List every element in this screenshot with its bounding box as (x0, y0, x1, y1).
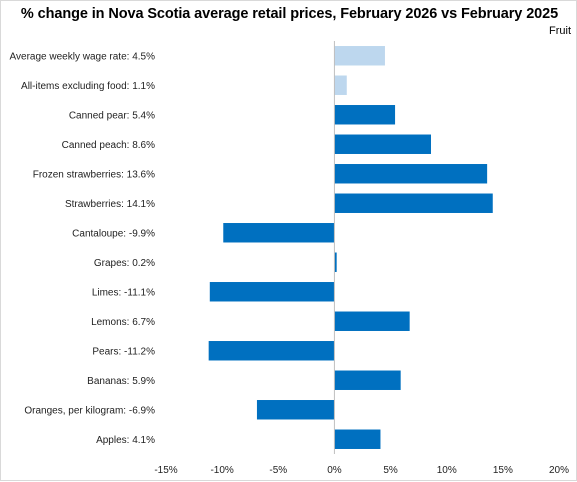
bar (334, 193, 493, 213)
bar (208, 341, 335, 361)
category-label: Canned peach: 8.6% (62, 140, 156, 151)
bar (334, 134, 431, 154)
bar (334, 370, 401, 390)
category-label: All-items excluding food: 1.1% (21, 81, 155, 92)
category-label: Cantaloupe: -9.9% (72, 228, 155, 239)
category-label: Average weekly wage rate: 4.5% (10, 51, 156, 62)
category-label: Lemons: 6.7% (91, 317, 155, 328)
bar (334, 46, 385, 66)
bar (334, 429, 381, 449)
chart-title: % change in Nova Scotia average retail p… (20, 6, 559, 22)
bar (209, 282, 335, 302)
bar (223, 223, 335, 243)
x-tick-label: -5% (269, 465, 287, 476)
category-label: Limes: -11.1% (92, 287, 155, 298)
category-label: Frozen strawberries: 13.6% (33, 169, 155, 180)
bar (334, 164, 488, 184)
category-label: Canned pear: 5.4% (69, 110, 155, 121)
chart-subtitle: Fruit (549, 25, 571, 37)
category-label: Oranges, per kilogram: -6.9% (24, 405, 155, 416)
x-tick-label: 20% (549, 465, 569, 476)
x-tick-label: 10% (437, 465, 457, 476)
category-label: Pears: -11.2% (92, 346, 155, 357)
x-tick-label: 15% (493, 465, 513, 476)
category-label: Grapes: 0.2% (94, 258, 155, 269)
category-label: Bananas: 5.9% (87, 376, 155, 387)
x-tick-label: 0% (327, 465, 342, 476)
bar (334, 75, 347, 95)
bar (334, 105, 396, 125)
bar (334, 311, 410, 331)
x-tick-label: -15% (154, 465, 177, 476)
x-tick-label: -10% (210, 465, 233, 476)
category-label: Apples: 4.1% (96, 435, 155, 446)
x-tick-label: 5% (383, 465, 398, 476)
category-label: Strawberries: 14.1% (65, 199, 155, 210)
bar (256, 400, 335, 420)
bar (334, 252, 337, 272)
